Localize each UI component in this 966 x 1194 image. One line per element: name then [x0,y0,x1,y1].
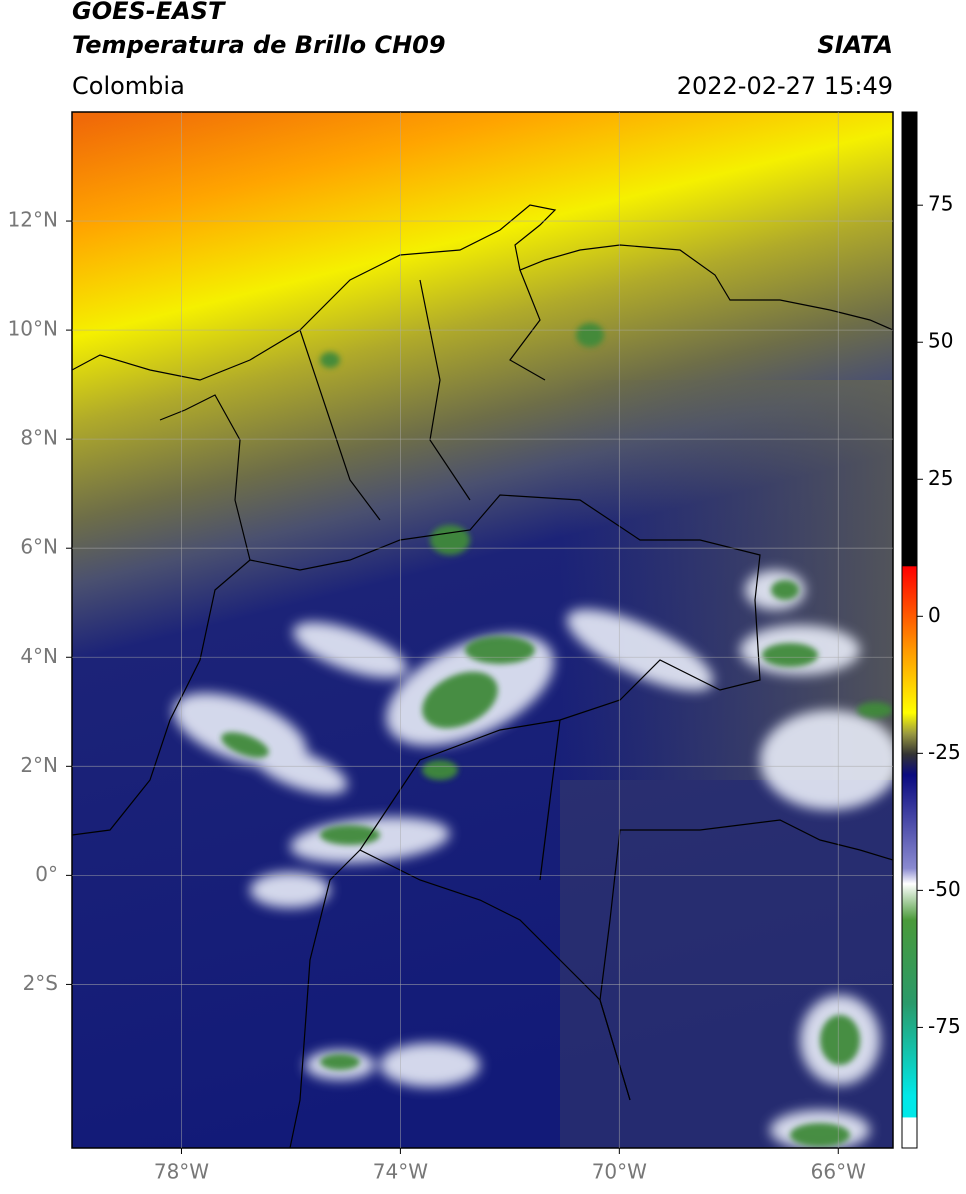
y-tick-label: 8°N [20,426,58,450]
region: Colombia [72,72,185,100]
colorbar-tick-label: -50 [928,877,961,901]
title: GOES-EAST [72,0,226,25]
x-tick-label: 78°W [154,1160,209,1184]
y-tick-label: 4°N [20,644,58,668]
colorbar-tick-label: 0 [928,603,941,627]
colorbar-tick-label: 25 [928,466,953,490]
colorbar-tick-label: 75 [928,192,953,216]
colorbar-tick-label: -25 [928,740,961,764]
y-tick-label: 10°N [8,317,58,341]
x-tick-label: 66°W [811,1160,866,1184]
colorbar [901,111,918,1149]
x-tick-label: 74°W [373,1160,428,1184]
source: SIATA [817,31,893,59]
datetime: 2022-02-27 15:49 [677,72,893,100]
subtitle: Temperatura de Brillo CH09 [72,31,446,59]
map-frame [71,111,894,1149]
x-tick-label: 70°W [592,1160,647,1184]
colorbar-tick-label: 50 [928,329,953,353]
y-tick-label: 2°N [20,753,58,777]
y-tick-label: 6°N [20,535,58,559]
satellite-image [72,112,893,1148]
y-tick-label: 2°S [23,971,58,995]
colorbar-tick-label: -75 [928,1014,961,1038]
y-tick-label: 12°N [8,208,58,232]
y-tick-label: 0° [35,862,58,886]
